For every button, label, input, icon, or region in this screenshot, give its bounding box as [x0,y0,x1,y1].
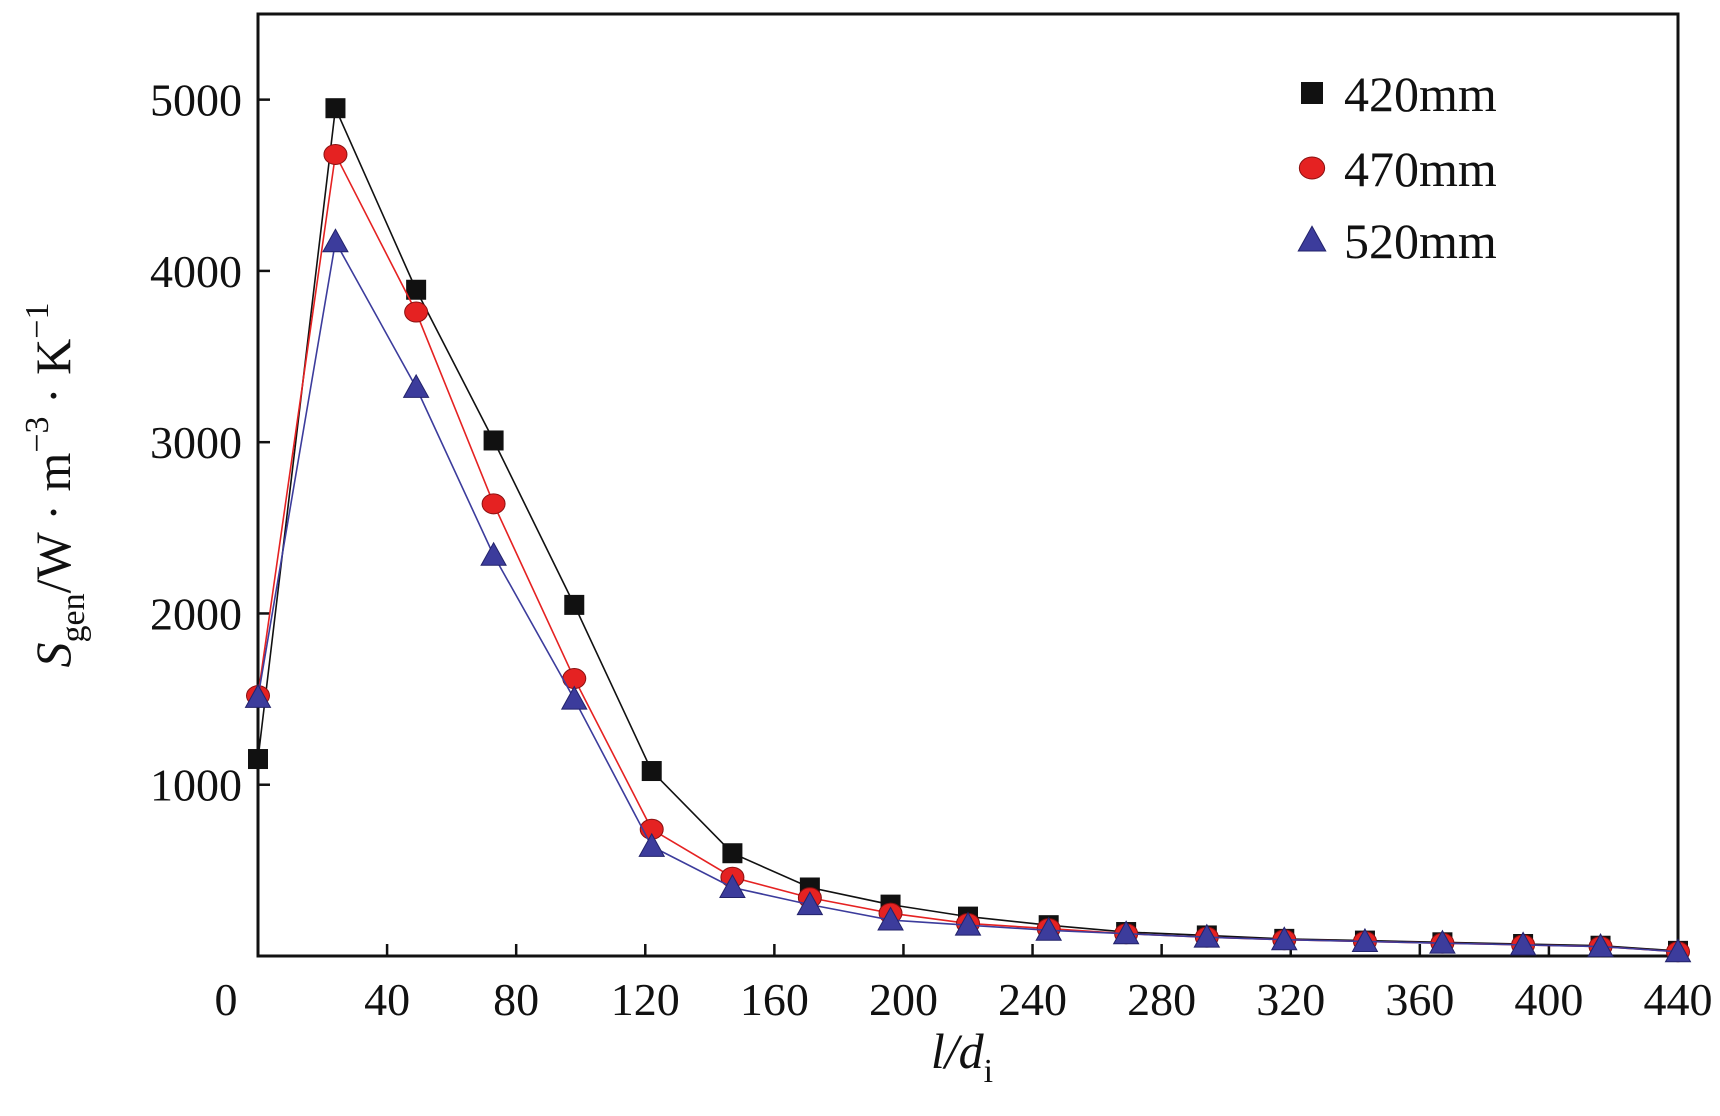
data-point [322,228,349,253]
data-point [1112,920,1140,945]
data-point [1429,929,1456,954]
data-point [248,749,268,770]
legend-marker [1301,82,1323,104]
legend-marker [1298,156,1326,180]
data-point [483,430,504,451]
y-tick-label: 2000 [150,588,242,639]
x-tick-label: 0 [215,974,238,1025]
data-point [406,279,427,300]
legend-label: 420mm [1344,66,1497,122]
legend-item-520mm: 520mm [1297,213,1497,269]
x-axis: 0 40 80 120 160 200 240 280 320 360 400 440 [215,944,1713,1025]
data-point [404,301,429,323]
x-tick-label: 200 [869,974,938,1025]
x-tick-label: 40 [364,974,410,1025]
data-point [481,493,506,515]
data-point [1587,933,1614,958]
legend-item-420mm: 420mm [1301,66,1497,122]
y-tick-label: 4000 [150,246,242,297]
x-tick-label: 280 [1127,974,1196,1025]
data-point [560,685,588,710]
data-point [1509,931,1537,956]
data-point [719,873,746,898]
data-point [1664,938,1692,963]
x-tick-label: 120 [611,974,680,1025]
x-tick-label: 160 [740,974,809,1025]
plot-frame [256,12,1680,958]
data-point [402,373,430,398]
data-point [480,541,507,566]
x-tick-label: 360 [1385,974,1454,1025]
legend-label: 470mm [1344,141,1497,197]
series-line [257,239,1679,953]
data-point [638,832,666,857]
legend-marker [1297,225,1327,252]
data-point [244,683,272,708]
x-tick-label: 400 [1514,974,1583,1025]
data-point [796,891,824,916]
series-520mm [244,228,1692,963]
x-tick-label: 320 [1256,974,1325,1025]
series-layer [244,98,1692,963]
y-tick-label: 1000 [150,760,242,811]
x-tick-label: 440 [1644,974,1713,1025]
data-point [1193,923,1221,948]
data-point [323,143,348,165]
x-axis-title: l/di [931,1023,993,1090]
data-point [325,98,346,119]
data-point [1035,916,1063,941]
y-tick-label: 5000 [150,75,242,126]
data-point [1351,927,1379,952]
series-line [257,151,1679,953]
data-point [641,761,662,782]
data-point [954,911,982,936]
y-axis: 1000 2000 3000 4000 5000 [150,75,270,811]
y-axis-title: Sgen/W · m−3 · K−1 [19,303,92,668]
x-tick-label: 240 [998,974,1067,1025]
data-point [564,594,585,615]
x-tick-label: 80 [493,974,539,1025]
data-point [877,906,904,931]
legend: 420mm 470mm 520mm [1297,66,1497,269]
data-point [722,843,743,864]
legend-item-470mm: 470mm [1298,141,1497,197]
legend-label: 520mm [1344,213,1497,269]
y-tick-label: 3000 [150,417,242,468]
data-point [1270,926,1298,951]
